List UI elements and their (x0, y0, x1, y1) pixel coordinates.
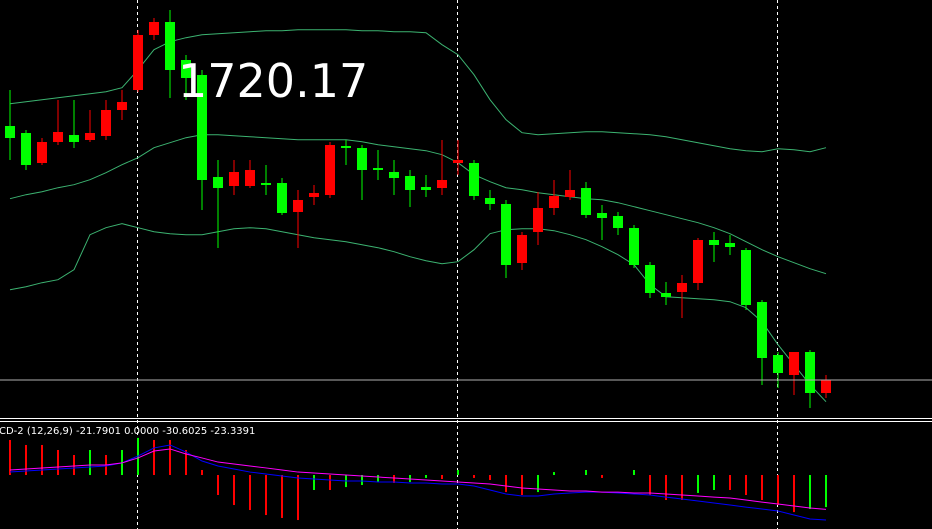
candle-body (69, 135, 79, 142)
candle-body (501, 204, 511, 265)
candle-body (453, 160, 463, 163)
band-line (9, 134, 827, 275)
candle-body (117, 102, 127, 110)
candle-body (389, 172, 399, 178)
candle-body (357, 148, 367, 170)
candle-body (149, 22, 159, 35)
candle-body (277, 183, 287, 213)
candle-body (325, 145, 335, 195)
candle-body (197, 75, 207, 180)
candle-body (405, 176, 415, 190)
candle-body (469, 163, 479, 196)
price-label: 1720.17 (178, 54, 368, 108)
candle-body (85, 133, 95, 140)
candle-body (565, 190, 575, 197)
candle-body (133, 35, 143, 90)
candle-body (757, 302, 767, 358)
candle-body (101, 110, 111, 136)
candle-body (245, 170, 255, 186)
candle-body (597, 213, 607, 218)
candle-body (741, 250, 751, 305)
candle-body (5, 126, 15, 138)
candle-body (773, 355, 783, 373)
candle-body (581, 188, 591, 215)
candle-body (437, 180, 447, 188)
candle-body (21, 133, 31, 165)
candle-body (613, 216, 623, 228)
candle-body (485, 198, 495, 204)
indicator-title: CD-2 (12,26,9) -21.7901 0.0000 -30.6025 … (0, 426, 255, 437)
candle-body (677, 283, 687, 292)
candle-body (293, 200, 303, 212)
candle-body (517, 235, 527, 263)
candle-body (821, 380, 831, 393)
candle-body (709, 240, 719, 245)
candle-body (53, 132, 63, 142)
candle-body (229, 172, 239, 186)
candle-body (661, 293, 671, 297)
candle-body (645, 265, 655, 293)
candle-body (693, 240, 703, 283)
candle-body (37, 142, 47, 163)
candle-body (213, 177, 223, 188)
candle-body (309, 193, 319, 197)
candle-body (373, 168, 383, 170)
candle-body (805, 352, 815, 393)
candle-body (629, 228, 639, 265)
candle-body (725, 243, 735, 247)
candle-body (533, 208, 543, 232)
candle-body (789, 352, 799, 375)
candle-body (165, 22, 175, 70)
candle-body (421, 187, 431, 190)
candle-body (181, 60, 191, 78)
band-line (9, 29, 827, 153)
indicator-line (9, 448, 827, 510)
candle-body (261, 183, 271, 185)
band-line (9, 223, 827, 403)
candle-body (341, 146, 351, 148)
indicator-line (9, 444, 827, 521)
candle-body (549, 196, 559, 208)
